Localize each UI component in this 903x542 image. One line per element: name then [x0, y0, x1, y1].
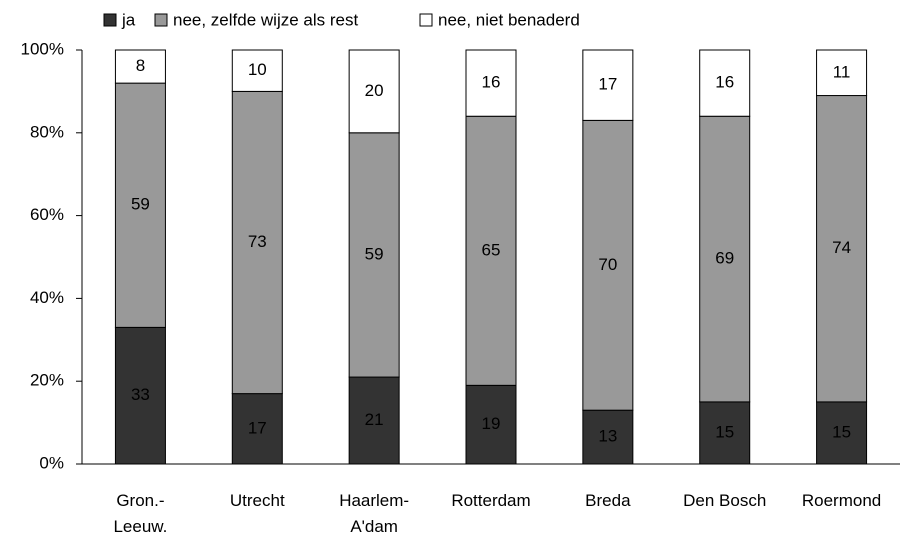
data-label: 15 — [832, 422, 851, 441]
bar-segment — [231, 49, 283, 92]
x-tick-label-line: Rotterdam — [451, 491, 530, 510]
x-tick-label: Breda — [585, 491, 631, 510]
y-tick-label: 0% — [39, 453, 64, 472]
bar-segment — [699, 115, 751, 403]
x-tick-label-line: Utrecht — [230, 491, 285, 510]
y-tick-label: 80% — [30, 122, 64, 141]
bar-segment — [816, 49, 868, 97]
data-label: 16 — [715, 73, 734, 92]
x-tick-label-line: Gron.- — [116, 491, 164, 510]
bar-segment — [582, 409, 634, 465]
data-label: 73 — [248, 232, 267, 251]
data-label: 16 — [482, 73, 501, 92]
data-label: 8 — [136, 56, 145, 75]
x-tick-label: Den Bosch — [683, 491, 766, 510]
bar-segment — [465, 49, 517, 117]
bar-segment — [348, 132, 400, 378]
data-label: 74 — [832, 238, 851, 257]
legend-label: ja — [121, 10, 136, 29]
data-label: 33 — [131, 385, 150, 404]
data-label: 20 — [365, 81, 384, 100]
bar-segment — [114, 49, 166, 84]
data-label: 65 — [482, 240, 501, 259]
y-tick-label: 40% — [30, 288, 64, 307]
data-label: 70 — [598, 255, 617, 274]
x-tick-label-line: Breda — [585, 491, 631, 510]
data-label: 15 — [715, 422, 734, 441]
bar-segment — [465, 115, 517, 386]
legend-swatch — [419, 13, 433, 27]
data-label: 13 — [598, 427, 617, 446]
legend-swatch — [103, 13, 117, 27]
data-label: 19 — [482, 414, 501, 433]
data-label: 59 — [365, 244, 384, 263]
x-tick-label-line: Leeuw. — [113, 517, 167, 536]
x-tick-label: Rotterdam — [451, 491, 530, 510]
bar-segment — [816, 95, 868, 403]
data-label: 11 — [833, 62, 851, 81]
bar-segment — [348, 49, 400, 134]
data-label: 17 — [598, 75, 617, 94]
bar-segment — [231, 90, 283, 395]
legend-label: nee, niet benaderd — [438, 10, 580, 29]
x-tick-label: Utrecht — [230, 491, 285, 510]
x-tick-label-line: Den Bosch — [683, 491, 766, 510]
data-label: 59 — [131, 195, 150, 214]
y-tick-label: 60% — [30, 205, 64, 224]
x-tick-label: Haarlem- A'dam — [339, 491, 409, 536]
data-label: 21 — [365, 410, 384, 429]
x-tick-label-line: Roermond — [802, 491, 881, 510]
x-tick-label-line: A'dam — [350, 517, 398, 536]
bar-segment — [114, 326, 166, 465]
legend-swatch — [154, 13, 168, 27]
x-tick-label: Roermond — [802, 491, 881, 510]
data-label: 69 — [715, 249, 734, 268]
bar-segment — [699, 49, 751, 117]
bar-segment — [582, 49, 634, 121]
bar-segment — [816, 401, 868, 465]
x-tick-label-line: Haarlem- — [339, 491, 409, 510]
bar-segment — [231, 393, 283, 465]
x-tick-label: Gron.- Leeuw. — [113, 491, 167, 536]
bar-segment — [114, 82, 166, 328]
y-tick-label: 20% — [30, 371, 64, 390]
data-label: 17 — [248, 418, 267, 437]
legend-label: nee, zelfde wijze als rest — [173, 10, 358, 29]
y-tick-label: 100% — [21, 39, 64, 58]
bar-segment — [465, 384, 517, 465]
data-label: 10 — [248, 60, 267, 79]
